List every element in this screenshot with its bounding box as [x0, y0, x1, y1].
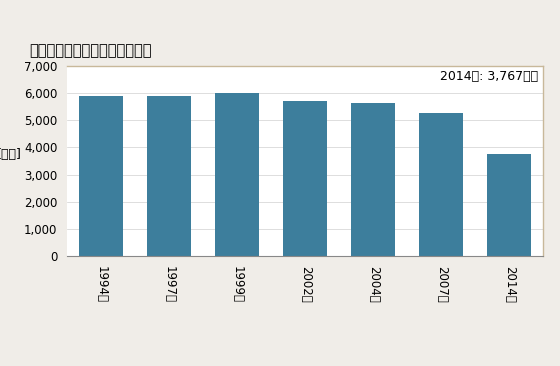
Bar [79, 96, 123, 256]
Bar [351, 102, 395, 256]
Bar [487, 154, 531, 256]
Bar [283, 101, 327, 256]
Y-axis label: [店舗]: [店舗] [0, 148, 21, 161]
Bar [419, 113, 463, 256]
Text: 2014年: 3,767店舗: 2014年: 3,767店舗 [440, 70, 538, 83]
Text: 機械器具小売業の店舗数の推移: 機械器具小売業の店舗数の推移 [29, 43, 152, 58]
Bar [147, 96, 192, 256]
Bar [215, 93, 259, 256]
